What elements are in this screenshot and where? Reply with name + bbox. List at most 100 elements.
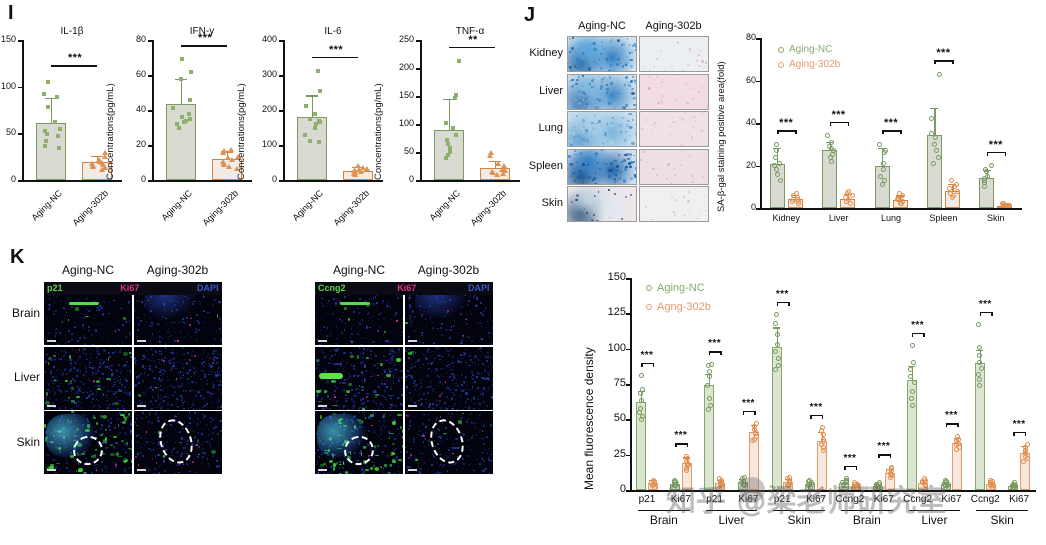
- dapi-signal: [414, 316, 416, 318]
- dapi-signal: [316, 312, 317, 313]
- dapi-signal: [111, 374, 112, 375]
- dapi-signal: [136, 333, 137, 334]
- dapi-signal: [124, 386, 126, 388]
- micrograph-cell: [405, 411, 493, 474]
- dapi-signal: [195, 395, 197, 397]
- dapi-signal: [181, 405, 183, 407]
- dapi-signal: [189, 411, 190, 412]
- dapi-signal: [439, 359, 440, 360]
- dapi-signal: [316, 413, 317, 414]
- dapi-signal: [60, 323, 61, 324]
- dapi-signal: [47, 408, 49, 410]
- dapi-signal: [368, 396, 369, 397]
- stain-speck: [589, 129, 591, 131]
- dapi-signal: [78, 371, 79, 372]
- dapi-signal: [134, 402, 135, 403]
- dapi-signal: [428, 348, 430, 350]
- dapi-signal: [409, 407, 410, 408]
- dapi-signal: [375, 408, 376, 409]
- sig-stars: **: [461, 35, 485, 46]
- marker-signal: [131, 460, 132, 463]
- dapi-signal: [203, 417, 205, 419]
- stain-speck: [703, 67, 704, 68]
- data-point: [977, 353, 982, 358]
- dapi-signal: [386, 467, 387, 468]
- dapi-signal: [58, 379, 59, 380]
- y-tick-label: 50: [0, 127, 16, 137]
- dapi-signal: [159, 466, 160, 467]
- dapi-signal: [48, 332, 50, 334]
- dapi-signal: [136, 418, 138, 420]
- dapi-signal: [385, 398, 387, 400]
- stain-speck: [687, 184, 688, 185]
- dapi-signal: [369, 327, 370, 328]
- dapi-signal: [478, 364, 479, 365]
- dapi-signal: [161, 353, 163, 355]
- stain-speck: [702, 203, 703, 204]
- dapi-signal: [77, 393, 78, 394]
- dapi-signal: [160, 407, 162, 409]
- sig-tick: [777, 302, 779, 306]
- x-axis: [420, 180, 520, 182]
- dapi-signal: [154, 362, 155, 363]
- dapi-signal: [152, 354, 153, 355]
- dapi-signal: [322, 305, 324, 307]
- scale-bar: [137, 469, 146, 471]
- dapi-signal: [200, 370, 201, 371]
- dapi-signal: [402, 404, 403, 406]
- dapi-signal: [454, 377, 456, 379]
- dapi-signal: [197, 418, 199, 420]
- dapi-signal: [157, 341, 158, 342]
- dapi-signal: [203, 361, 205, 363]
- dapi-signal: [479, 408, 480, 409]
- dapi-signal: [428, 414, 429, 415]
- dapi-signal: [205, 401, 207, 403]
- dapi-signal: [202, 448, 204, 450]
- dapi-signal: [426, 326, 428, 328]
- legend-item: Aging-NC: [646, 282, 711, 294]
- dapi-signal: [66, 373, 68, 375]
- dapi-signal: [421, 403, 423, 405]
- dapi-signal: [58, 369, 59, 370]
- dapi-signal: [90, 391, 91, 392]
- data-point: [909, 396, 914, 401]
- ki67-signal: [175, 416, 177, 418]
- ki67-signal: [377, 375, 379, 377]
- dapi-signal: [432, 351, 433, 352]
- dapi-signal: [330, 408, 332, 410]
- marker-signal: [68, 319, 69, 321]
- dapi-signal: [60, 469, 61, 470]
- dapi-signal: [466, 386, 467, 387]
- dapi-signal: [455, 404, 456, 405]
- dapi-signal: [203, 353, 204, 354]
- data-point: [775, 342, 780, 347]
- marker-signal: [122, 421, 126, 424]
- dapi-signal: [431, 322, 432, 323]
- stain-speck: [591, 92, 594, 95]
- dapi-signal: [344, 382, 346, 384]
- dapi-signal: [109, 439, 110, 440]
- sig-stars: ***: [1006, 420, 1032, 430]
- dapi-signal: [85, 367, 87, 369]
- dapi-signal: [341, 320, 343, 322]
- y-axis-label: Concentrations(pg/mL): [236, 83, 247, 180]
- dapi-signal: [316, 388, 317, 389]
- dapi-signal: [390, 414, 392, 416]
- dapi-signal: [182, 371, 183, 372]
- dapi-signal: [370, 332, 371, 333]
- dapi-signal: [443, 376, 444, 377]
- stain-speck: [704, 83, 705, 84]
- ki67-signal: [396, 320, 398, 322]
- dapi-signal: [488, 332, 490, 334]
- sig-tick: [952, 60, 954, 64]
- dapi-signal: [180, 320, 181, 321]
- channel-label-dapi: DAPI: [468, 284, 490, 293]
- stain-speck: [597, 108, 598, 109]
- stain-speck: [625, 166, 628, 169]
- marker-signal: [350, 355, 354, 359]
- scale-bar: [47, 340, 56, 342]
- dapi-signal: [141, 301, 143, 303]
- data-point: [774, 148, 779, 153]
- dapi-signal: [461, 374, 462, 375]
